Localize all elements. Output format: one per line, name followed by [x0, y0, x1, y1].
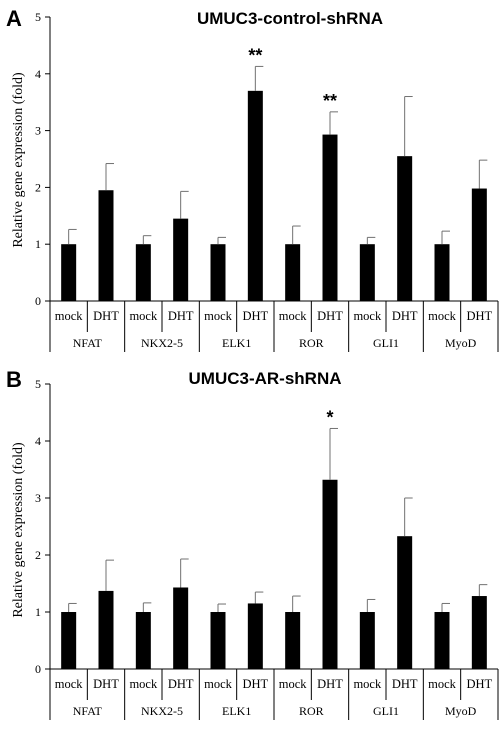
panel-b-bar-nkx2-5-dht	[173, 587, 189, 669]
panel-b-group-label: NKX2-5	[141, 704, 183, 718]
panel-a-condition-label: DHT	[317, 309, 343, 323]
panel-b-y-tick-label: 2	[35, 548, 41, 562]
panel-a-group-label: MyoD	[445, 336, 477, 350]
panel-a-significance-marker: **	[248, 45, 262, 65]
panel-b-condition-label: mock	[55, 677, 84, 691]
panel-a-condition-label: mock	[55, 309, 84, 323]
panel-a-y-tick-label: 0	[35, 294, 41, 308]
panel-a-ylabel: Relative gene expression (fold)	[11, 72, 26, 248]
panel-b-bar-gli1-dht	[397, 536, 413, 669]
panel-b-chart: 0 1 2 3 4 5 mock DHT NFAT mock DHT NKX2-5 mock DHT ELK…	[35, 377, 499, 720]
panel-b-condition-label: DHT	[317, 677, 343, 691]
panel-a-bar-myod-dht	[471, 188, 487, 301]
panel-a-group-label: ELK1	[222, 336, 251, 350]
panel-a-condition-label: DHT	[168, 309, 194, 323]
panel-a-condition-label: mock	[129, 309, 158, 323]
panel-a-condition-label: DHT	[242, 309, 268, 323]
panel-a-y-tick-label: 4	[35, 67, 41, 81]
panel-b-condition-label: mock	[428, 677, 457, 691]
panel-a-group-label: ROR	[299, 336, 324, 350]
panel-a-bar-nkx2-5-mock	[135, 244, 151, 301]
panel-a-y-tick-label: 1	[35, 237, 41, 251]
panel-b-condition-label: DHT	[392, 677, 418, 691]
panel-a-bar-elk1-mock	[210, 244, 226, 301]
panel-b-bar-ror-dht	[322, 479, 338, 669]
panel-a-title: UMUC3-control-shRNA	[197, 9, 383, 28]
panel-b-condition-label: DHT	[168, 677, 194, 691]
panel-b-bar-nkx2-5-mock	[135, 612, 151, 669]
panel-b-group-label: ELK1	[222, 704, 251, 718]
panel-a-bar-nkx2-5-dht	[173, 218, 189, 301]
panel-a-y-tick-label: 2	[35, 180, 41, 194]
panel-a-bar-nfat-mock	[61, 244, 77, 301]
panel-a-group-label: NFAT	[73, 336, 103, 350]
panel-b-bar-myod-mock	[434, 612, 450, 669]
panel-a-group-label: NKX2-5	[141, 336, 183, 350]
panel-a-condition-label: mock	[204, 309, 233, 323]
panel-a-bar-elk1-dht	[247, 90, 263, 301]
panel-a-bar-ror-mock	[285, 244, 301, 301]
panel-a-bar-gli1-dht	[397, 156, 413, 301]
panel-b-bar-myod-dht	[471, 596, 487, 669]
panel-b-condition-label: DHT	[93, 677, 119, 691]
panel-b-bar-nfat-dht	[98, 590, 114, 669]
panel-a-condition-label: mock	[353, 309, 382, 323]
panel-b-condition-label: mock	[129, 677, 158, 691]
panel-a-y-tick-label: 5	[35, 10, 41, 24]
panel-b-y-tick-label: 4	[35, 434, 41, 448]
panel-a-chart: 0 1 2 3 4 5 mock DHT NFAT mock DHT NKX2-5 mock DHT ELK…	[35, 10, 499, 352]
panel-b-group-label: GLI1	[373, 704, 399, 718]
panel-b-group-label: NFAT	[73, 704, 103, 718]
panel-b-group-label: MyoD	[445, 704, 477, 718]
panel-a-group-label: GLI1	[373, 336, 399, 350]
panel-a-condition-label: mock	[428, 309, 457, 323]
panel-b-condition-label: mock	[353, 677, 382, 691]
panel-b-title: UMUC3-AR-shRNA	[189, 369, 342, 388]
panel-a-significance-marker: **	[323, 91, 337, 111]
panel-b-condition-label: DHT	[466, 677, 492, 691]
panel-b-y-tick-label: 3	[35, 491, 41, 505]
panel-b-y-tick-label: 0	[35, 662, 41, 676]
panel-b-condition-label: DHT	[242, 677, 268, 691]
panel-b-condition-label: mock	[279, 677, 308, 691]
panel-a-condition-label: DHT	[466, 309, 492, 323]
panel-a-letter: A	[6, 6, 22, 31]
panel-b-letter: B	[6, 367, 22, 392]
panel-a-condition-label: DHT	[93, 309, 119, 323]
panel-b-bar-elk1-mock	[210, 612, 226, 669]
panel-a-bar-myod-mock	[434, 244, 450, 301]
panel-b-group-label: ROR	[299, 704, 324, 718]
panel-a-condition-label: mock	[279, 309, 308, 323]
panel-a-condition-label: DHT	[392, 309, 418, 323]
panel-b-bar-elk1-dht	[247, 603, 263, 669]
panel-b-bar-nfat-mock	[61, 612, 77, 669]
panel-b-y-tick-label: 1	[35, 605, 41, 619]
panel-b-condition-label: mock	[204, 677, 233, 691]
panel-b-significance-marker: *	[326, 407, 333, 427]
panel-a-bar-nfat-dht	[98, 190, 114, 301]
panel-b-bar-gli1-mock	[359, 612, 375, 669]
panel-a-y-tick-label: 3	[35, 124, 41, 138]
panel-a-bar-gli1-mock	[359, 244, 375, 301]
panel-b-ylabel: Relative gene expression (fold)	[11, 442, 26, 618]
panel-b-y-tick-label: 5	[35, 377, 41, 391]
panel-b-bar-ror-mock	[285, 612, 301, 669]
panel-a-bar-ror-dht	[322, 134, 338, 301]
